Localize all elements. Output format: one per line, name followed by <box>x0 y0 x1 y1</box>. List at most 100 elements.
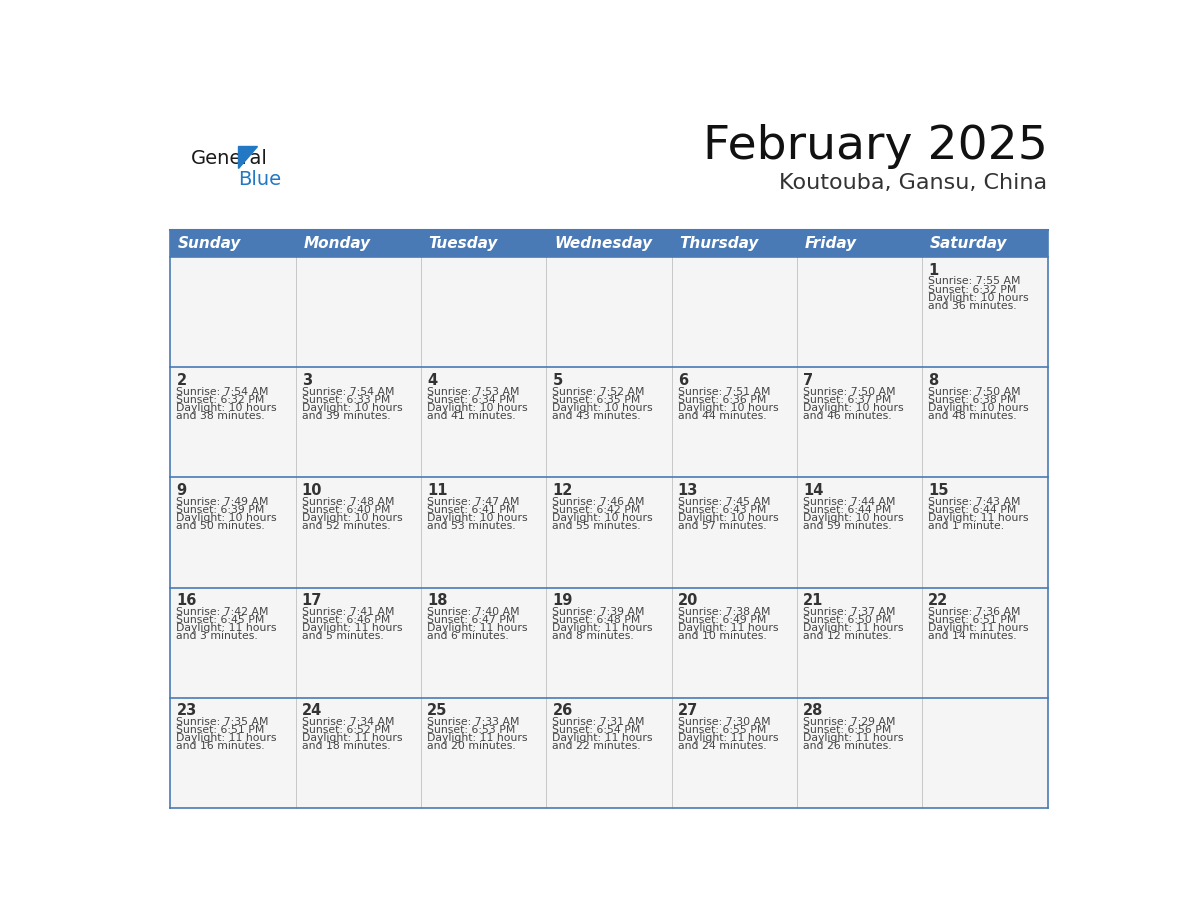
Text: Sunset: 6:44 PM: Sunset: 6:44 PM <box>803 505 891 515</box>
Text: Daylight: 10 hours: Daylight: 10 hours <box>928 293 1029 303</box>
Text: Sunset: 6:51 PM: Sunset: 6:51 PM <box>176 725 265 735</box>
Bar <box>797 367 922 477</box>
Text: Sunrise: 7:41 AM: Sunrise: 7:41 AM <box>302 607 394 617</box>
Text: Sunset: 6:41 PM: Sunset: 6:41 PM <box>426 505 516 515</box>
Text: 11: 11 <box>426 483 448 498</box>
Text: and 59 minutes.: and 59 minutes. <box>803 521 892 531</box>
Text: 26: 26 <box>552 703 573 718</box>
Text: Daylight: 10 hours: Daylight: 10 hours <box>677 513 778 523</box>
Text: General: General <box>191 149 268 168</box>
Text: 3: 3 <box>302 373 312 387</box>
Bar <box>546 477 671 588</box>
Text: and 5 minutes.: and 5 minutes. <box>302 631 384 641</box>
Text: 18: 18 <box>426 593 448 608</box>
Text: Daylight: 11 hours: Daylight: 11 hours <box>302 733 403 743</box>
Text: Sunset: 6:54 PM: Sunset: 6:54 PM <box>552 725 640 735</box>
Text: February 2025: February 2025 <box>702 124 1048 169</box>
Text: Sunset: 6:50 PM: Sunset: 6:50 PM <box>803 615 891 625</box>
Text: Daylight: 10 hours: Daylight: 10 hours <box>928 403 1029 413</box>
Text: Daylight: 10 hours: Daylight: 10 hours <box>176 403 277 413</box>
Text: 6: 6 <box>677 373 688 387</box>
Text: and 26 minutes.: and 26 minutes. <box>803 741 892 751</box>
Text: 25: 25 <box>426 703 448 718</box>
Text: 27: 27 <box>677 703 699 718</box>
Text: and 10 minutes.: and 10 minutes. <box>677 631 766 641</box>
Text: and 38 minutes.: and 38 minutes. <box>176 411 265 420</box>
Bar <box>296 257 421 367</box>
Text: Sunrise: 7:52 AM: Sunrise: 7:52 AM <box>552 386 645 397</box>
Text: Daylight: 11 hours: Daylight: 11 hours <box>803 733 904 743</box>
Text: 5: 5 <box>552 373 563 387</box>
Text: Sunday: Sunday <box>178 236 241 251</box>
Polygon shape <box>238 146 257 168</box>
Text: and 55 minutes.: and 55 minutes. <box>552 521 642 531</box>
Bar <box>296 367 421 477</box>
Text: Sunrise: 7:30 AM: Sunrise: 7:30 AM <box>677 717 770 727</box>
Text: Sunset: 6:43 PM: Sunset: 6:43 PM <box>677 505 766 515</box>
Text: Saturday: Saturday <box>930 236 1007 251</box>
Text: Sunrise: 7:34 AM: Sunrise: 7:34 AM <box>302 717 394 727</box>
Text: Sunset: 6:46 PM: Sunset: 6:46 PM <box>302 615 390 625</box>
Text: and 39 minutes.: and 39 minutes. <box>302 411 391 420</box>
Text: Sunrise: 7:54 AM: Sunrise: 7:54 AM <box>176 386 268 397</box>
Text: and 6 minutes.: and 6 minutes. <box>426 631 508 641</box>
Text: 23: 23 <box>176 703 197 718</box>
Text: Daylight: 11 hours: Daylight: 11 hours <box>426 623 527 633</box>
Text: Sunset: 6:51 PM: Sunset: 6:51 PM <box>928 615 1017 625</box>
Text: 17: 17 <box>302 593 322 608</box>
Text: Sunrise: 7:44 AM: Sunrise: 7:44 AM <box>803 497 896 507</box>
Text: Sunset: 6:32 PM: Sunset: 6:32 PM <box>176 395 265 405</box>
Text: Sunrise: 7:33 AM: Sunrise: 7:33 AM <box>426 717 519 727</box>
Text: Daylight: 11 hours: Daylight: 11 hours <box>302 623 403 633</box>
Bar <box>546 588 671 698</box>
Text: and 52 minutes.: and 52 minutes. <box>302 521 391 531</box>
Text: Sunrise: 7:49 AM: Sunrise: 7:49 AM <box>176 497 268 507</box>
Text: Daylight: 11 hours: Daylight: 11 hours <box>426 733 527 743</box>
Bar <box>421 257 546 367</box>
Text: Sunrise: 7:31 AM: Sunrise: 7:31 AM <box>552 717 645 727</box>
Bar <box>797 257 922 367</box>
Text: Daylight: 11 hours: Daylight: 11 hours <box>552 623 653 633</box>
Bar <box>797 477 922 588</box>
Bar <box>797 698 922 808</box>
Text: Sunset: 6:44 PM: Sunset: 6:44 PM <box>928 505 1017 515</box>
Bar <box>797 588 922 698</box>
Text: 10: 10 <box>302 483 322 498</box>
Text: 2: 2 <box>176 373 187 387</box>
Text: Blue: Blue <box>238 170 280 189</box>
Text: Sunset: 6:49 PM: Sunset: 6:49 PM <box>677 615 766 625</box>
Bar <box>421 367 546 477</box>
Bar <box>546 230 671 257</box>
Bar <box>922 230 1048 257</box>
Text: and 36 minutes.: and 36 minutes. <box>928 301 1017 310</box>
Text: and 16 minutes.: and 16 minutes. <box>176 741 265 751</box>
Text: Sunrise: 7:37 AM: Sunrise: 7:37 AM <box>803 607 896 617</box>
Text: Sunrise: 7:40 AM: Sunrise: 7:40 AM <box>426 607 519 617</box>
Bar <box>922 257 1048 367</box>
Text: 21: 21 <box>803 593 823 608</box>
Text: Sunrise: 7:55 AM: Sunrise: 7:55 AM <box>928 276 1020 286</box>
Text: Sunrise: 7:47 AM: Sunrise: 7:47 AM <box>426 497 519 507</box>
Text: Sunset: 6:34 PM: Sunset: 6:34 PM <box>426 395 516 405</box>
Text: 16: 16 <box>176 593 197 608</box>
Text: Sunrise: 7:50 AM: Sunrise: 7:50 AM <box>803 386 896 397</box>
Text: Sunset: 6:33 PM: Sunset: 6:33 PM <box>302 395 390 405</box>
Text: Sunset: 6:45 PM: Sunset: 6:45 PM <box>176 615 265 625</box>
Text: and 3 minutes.: and 3 minutes. <box>176 631 258 641</box>
Bar <box>421 698 546 808</box>
Text: Sunrise: 7:45 AM: Sunrise: 7:45 AM <box>677 497 770 507</box>
Text: Daylight: 11 hours: Daylight: 11 hours <box>928 513 1029 523</box>
Text: Daylight: 11 hours: Daylight: 11 hours <box>928 623 1029 633</box>
Text: 8: 8 <box>928 373 939 387</box>
Text: and 24 minutes.: and 24 minutes. <box>677 741 766 751</box>
Text: Sunrise: 7:54 AM: Sunrise: 7:54 AM <box>302 386 394 397</box>
Text: 12: 12 <box>552 483 573 498</box>
Text: Daylight: 10 hours: Daylight: 10 hours <box>426 403 527 413</box>
Text: and 12 minutes.: and 12 minutes. <box>803 631 892 641</box>
Text: Sunrise: 7:38 AM: Sunrise: 7:38 AM <box>677 607 770 617</box>
Text: Daylight: 11 hours: Daylight: 11 hours <box>677 623 778 633</box>
Text: and 53 minutes.: and 53 minutes. <box>426 521 516 531</box>
Bar <box>170 698 296 808</box>
Bar <box>671 367 797 477</box>
Bar <box>671 698 797 808</box>
